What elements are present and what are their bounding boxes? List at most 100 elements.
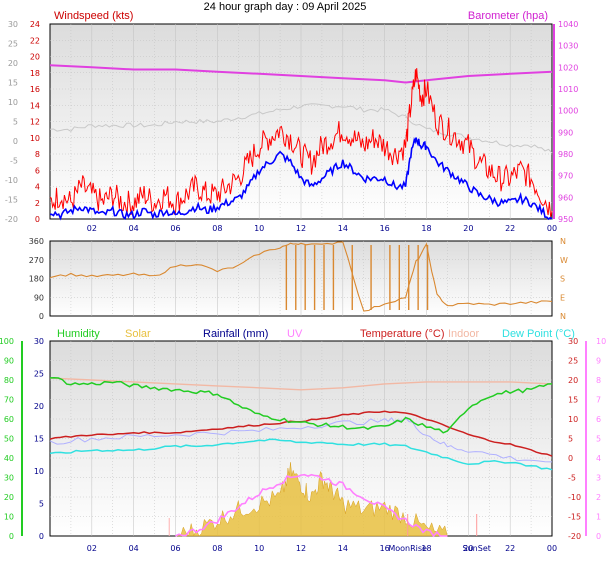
wind-x-tick: 16 xyxy=(380,224,390,233)
uv-axis-label: 9 xyxy=(596,357,601,366)
wind-outer-axis-label: 20 xyxy=(8,59,18,68)
wind-axis-label: 10 xyxy=(30,134,40,143)
humidity-series-line xyxy=(49,377,553,434)
uv-axis-label: 5 xyxy=(596,435,601,444)
legend-item: Dew Point (°C) xyxy=(502,328,575,340)
wind-axis-label: 14 xyxy=(30,101,40,110)
baro-axis-label: 970 xyxy=(558,172,573,181)
baro-axis-label: 990 xyxy=(558,128,573,137)
wind-x-tick: 14 xyxy=(338,224,348,233)
humidity-axis-label: 90 xyxy=(4,357,14,366)
wind-outer-axis-label: 10 xyxy=(8,98,18,107)
dir-axis-label: 180 xyxy=(29,275,44,284)
wind-outer-axis-label: 15 xyxy=(8,79,18,88)
wind-x-tick: 18 xyxy=(421,224,431,233)
uv-series-line xyxy=(175,473,448,538)
temp-axis-label: 20 xyxy=(568,376,578,385)
wind-axis-label: 4 xyxy=(35,183,40,192)
humidity-axis-label: 40 xyxy=(4,454,14,463)
wind-axis-label: 12 xyxy=(30,118,40,127)
dir-axis-label: 360 xyxy=(29,237,44,246)
wind-axis-label: 0 xyxy=(35,215,40,224)
baro-axis-label: 980 xyxy=(558,150,573,159)
rain-axis-label: 25 xyxy=(34,370,44,379)
windspeed-series-line xyxy=(49,68,553,218)
atmos-x-tick: 06 xyxy=(170,544,180,553)
temp-axis-label: -10 xyxy=(568,493,581,502)
wind-outer-axis-label: 0 xyxy=(13,137,18,146)
legend-item: Indoor xyxy=(448,328,480,340)
uv-axis-label: 6 xyxy=(596,415,601,424)
event-label: SunSet xyxy=(463,544,491,553)
barometer-series-line xyxy=(49,64,553,84)
baro-axis-label: 950 xyxy=(558,215,573,224)
temp-axis-label: 15 xyxy=(568,396,578,405)
dir-axis-label: 90 xyxy=(34,293,44,302)
compass-axis-label: S xyxy=(560,275,565,284)
baro-axis-label: 1020 xyxy=(558,63,578,72)
wind-axis-label: 8 xyxy=(35,150,40,159)
legend-item: Temperature (°C) xyxy=(360,328,444,340)
indoor-series-line xyxy=(49,377,553,391)
chart-title: 24 hour graph day : 09 April 2025 xyxy=(204,1,367,13)
humidity-axis-label: 100 xyxy=(0,337,14,346)
temp-axis-label: 10 xyxy=(568,415,578,424)
rain-axis-label: 20 xyxy=(34,402,44,411)
wind-outer-axis-label: -10 xyxy=(5,176,18,185)
wind-axis-label: 18 xyxy=(30,69,40,78)
rain-axis-label: 10 xyxy=(34,467,44,476)
humidity-axis-label: 50 xyxy=(4,435,14,444)
wind-x-tick: 12 xyxy=(296,224,306,233)
wind-axis-label: 20 xyxy=(30,53,40,62)
wind-outer-axis-label: -5 xyxy=(10,157,18,166)
wind-x-tick: 10 xyxy=(254,224,264,233)
wind-outer-axis-label: 30 xyxy=(8,20,18,29)
wind-x-tick: 02 xyxy=(87,224,97,233)
temp-axis-label: -20 xyxy=(568,532,581,541)
wind-x-tick: 04 xyxy=(129,224,139,233)
legend-item: Rainfall (mm) xyxy=(203,328,268,340)
temp-axis-label: 25 xyxy=(568,357,578,366)
baro-right-label: Barometer (hpa) xyxy=(468,10,548,22)
wind-x-tick: 22 xyxy=(505,224,515,233)
rain-axis-label: 5 xyxy=(39,500,44,509)
rain-axis-label: 30 xyxy=(34,337,44,346)
uv-axis-label: 7 xyxy=(596,396,601,405)
wind-outer-axis-label: 5 xyxy=(13,118,18,127)
wind-outer-axis-label: 25 xyxy=(8,40,18,49)
dewpoint-series-line xyxy=(49,438,553,471)
feels-series-line xyxy=(49,417,553,463)
event-label: MoonRise xyxy=(388,544,427,553)
average-wind-series-line xyxy=(49,137,553,221)
dir-axis-label: 270 xyxy=(29,256,44,265)
atmos-x-tick: 16 xyxy=(380,544,390,553)
wind-axis-label: 2 xyxy=(35,199,40,208)
wind-axis-label: 24 xyxy=(30,20,40,29)
atmos-x-tick: 20 xyxy=(463,544,473,553)
uv-axis-label: 10 xyxy=(596,337,606,346)
temp-axis-label: 30 xyxy=(568,337,578,346)
atmos-x-tick: 00 xyxy=(547,544,557,553)
temp-axis-label: -15 xyxy=(568,513,581,522)
wind-left-label: Windspeed (kts) xyxy=(54,10,133,22)
compass-axis-label: N xyxy=(560,237,566,246)
uv-axis-label: 0 xyxy=(596,532,601,541)
uv-axis-label: 4 xyxy=(596,454,601,463)
uv-axis-label: 2 xyxy=(596,493,601,502)
atmos-x-tick: 14 xyxy=(338,544,348,553)
rain-axis-label: 15 xyxy=(34,435,44,444)
humidity-axis-label: 30 xyxy=(4,474,14,483)
atmos-x-tick: 10 xyxy=(254,544,264,553)
wind-x-tick: 20 xyxy=(463,224,473,233)
legend-item: UV xyxy=(287,328,303,340)
humidity-axis-label: 60 xyxy=(4,415,14,424)
compass-axis-label: W xyxy=(560,256,568,265)
compass-axis-label: E xyxy=(560,293,565,302)
wind-outer-axis-label: -15 xyxy=(5,196,18,205)
baro-axis-label: 1030 xyxy=(558,42,578,51)
humidity-axis-label: 10 xyxy=(4,513,14,522)
legend-item: Solar xyxy=(125,328,151,340)
wind-outer-axis-label: -20 xyxy=(5,215,18,224)
rain-axis-label: 0 xyxy=(39,532,44,541)
